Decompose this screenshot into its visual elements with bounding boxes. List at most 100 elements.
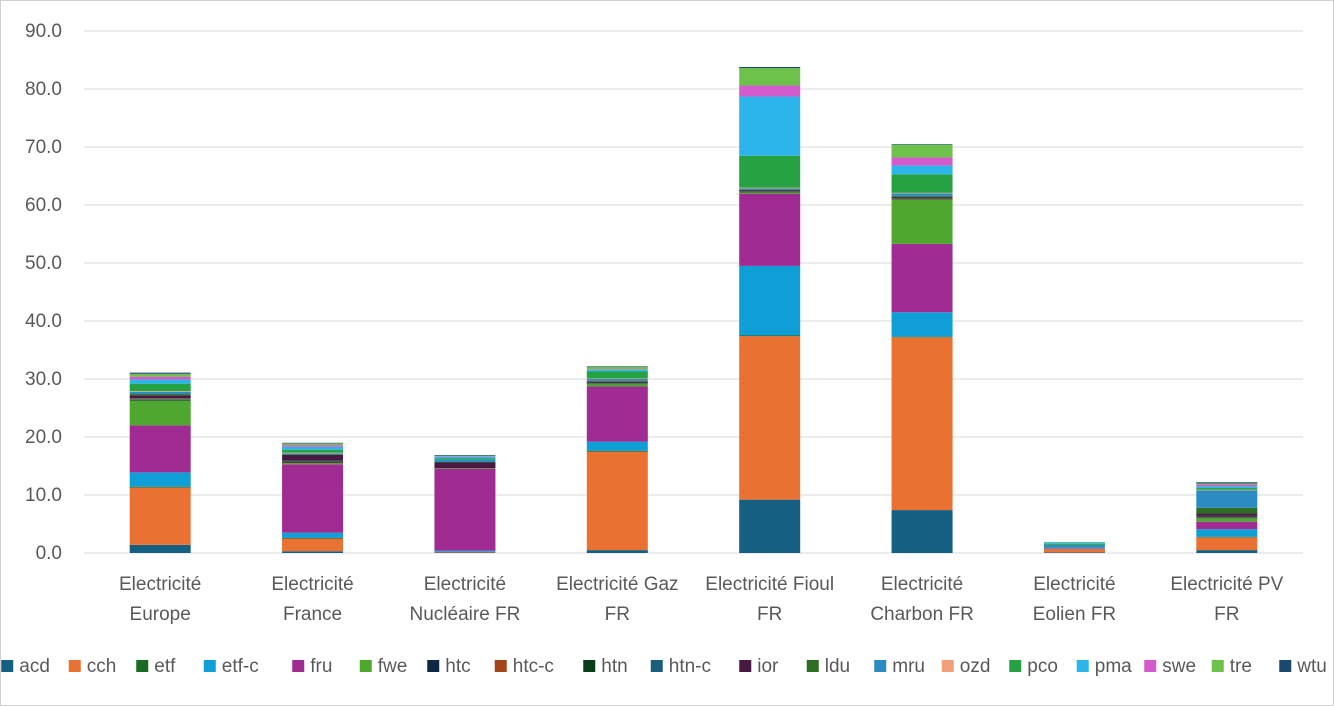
bar-segment-htc bbox=[891, 199, 953, 200]
bar-segment-pma bbox=[586, 369, 648, 372]
bar-segment-ozd bbox=[891, 192, 953, 194]
bar-segment-htc-c bbox=[739, 191, 801, 193]
bar-segment-pma bbox=[434, 456, 496, 459]
bar-segment-pma bbox=[1196, 486, 1258, 489]
bar-segment-tre bbox=[129, 373, 191, 377]
bar-segment-etf-c bbox=[282, 532, 344, 538]
legend-label-fru: fru bbox=[310, 656, 332, 677]
bar-segment-ozd bbox=[586, 378, 648, 379]
bar-segment-cch bbox=[739, 336, 801, 500]
legend-swatch-htc-c bbox=[494, 660, 507, 672]
x-category-label: Electricité bbox=[881, 574, 963, 595]
legend-swatch-ldu bbox=[806, 660, 819, 672]
bar-segment-htn bbox=[282, 461, 344, 462]
bar-segment-mru bbox=[1196, 490, 1258, 508]
bar-segment-pma bbox=[1043, 542, 1105, 544]
y-tick-label: 20.0 bbox=[25, 427, 62, 448]
y-tick-label: 80.0 bbox=[25, 79, 62, 100]
bar-segment-htn bbox=[739, 191, 801, 192]
bar-segment-mru bbox=[1043, 544, 1105, 548]
bar-segment-swe bbox=[282, 445, 344, 447]
bar-segment-acd bbox=[586, 550, 648, 553]
bar-segment-swe bbox=[586, 369, 648, 370]
bar-segment-wtu bbox=[739, 66, 801, 69]
bar-segment-etf bbox=[282, 537, 344, 539]
legend-label-etf-c: etf-c bbox=[222, 656, 259, 677]
bar-segment-fru bbox=[282, 464, 344, 533]
x-category-label: France bbox=[283, 604, 342, 625]
bar-segment-pco bbox=[739, 155, 801, 188]
bar-segment-fru bbox=[739, 193, 801, 266]
y-tick-label: 90.0 bbox=[25, 21, 62, 42]
x-category-label: Electricité bbox=[424, 574, 506, 595]
legend-label-cch: cch bbox=[87, 656, 117, 677]
x-category-label: Electricité Fioul bbox=[705, 574, 834, 595]
bar-segment-pco bbox=[282, 449, 344, 453]
legend-label-acd: acd bbox=[19, 656, 50, 677]
bar-segment-fwe bbox=[1196, 518, 1258, 522]
bar-segment-ldu bbox=[739, 189, 801, 190]
bar-segment-htn bbox=[891, 198, 953, 199]
bar-segment-mru bbox=[739, 188, 801, 190]
bar-segment-tre bbox=[739, 68, 801, 86]
legend-swatch-cch bbox=[68, 660, 81, 672]
bar-segment-ldu bbox=[1196, 507, 1258, 514]
bar-segment-htc-c bbox=[282, 461, 344, 463]
bar-segment-fwe bbox=[129, 400, 191, 426]
bar-segment-wtu bbox=[129, 372, 191, 374]
x-category-label: Charbon FR bbox=[870, 604, 974, 625]
bar-segment-etf-c bbox=[129, 472, 191, 487]
bar-segment-pma bbox=[739, 96, 801, 156]
bar-segment-fru bbox=[586, 386, 648, 442]
bar-segment-wtu bbox=[586, 366, 648, 367]
bar-segment-tre bbox=[891, 144, 953, 158]
x-category-label: FR bbox=[605, 604, 630, 625]
x-category-label: FR bbox=[757, 604, 782, 625]
bar-segment-mru bbox=[129, 391, 191, 395]
legend-swatch-htn-c bbox=[650, 660, 663, 672]
bar-segment-htn-c bbox=[1196, 515, 1258, 517]
bar-segment-pco bbox=[129, 383, 191, 392]
bar-segment-mru bbox=[891, 193, 953, 196]
bar-segment-fwe bbox=[282, 463, 344, 465]
legend-swatch-pma bbox=[1076, 660, 1089, 672]
legend-swatch-ior bbox=[739, 660, 752, 672]
bar-segment-swe bbox=[1196, 484, 1258, 487]
legend-swatch-tre bbox=[1211, 660, 1224, 672]
legend-label-pma: pma bbox=[1095, 656, 1132, 677]
bar-segment-etf-c bbox=[1196, 529, 1258, 537]
bar-segment-cch bbox=[282, 538, 344, 552]
bar-segment-htc bbox=[586, 383, 648, 385]
bar-segment-mru bbox=[282, 453, 344, 455]
bar-segment-pco bbox=[1043, 543, 1105, 545]
bar-segment-ozd bbox=[739, 187, 801, 189]
bar-segment-wtu bbox=[434, 454, 496, 456]
bar-segment-ozd bbox=[1196, 489, 1258, 491]
bar-segment-etf-c bbox=[586, 441, 648, 451]
x-category-label: Nucléaire FR bbox=[410, 604, 521, 625]
legend-swatch-mru bbox=[874, 660, 887, 672]
bar-segment-fru bbox=[129, 425, 191, 473]
bar-segment-tre bbox=[434, 455, 496, 457]
legend-label-ldu: ldu bbox=[825, 656, 850, 677]
bar-segment-cch bbox=[586, 451, 648, 551]
legend-label-htc: htc bbox=[445, 656, 470, 677]
bar-segment-htn-c bbox=[129, 398, 191, 399]
bar-segment-ldu bbox=[891, 195, 953, 197]
bar-segment-etf-c bbox=[891, 312, 953, 337]
legend-label-etf: etf bbox=[154, 656, 176, 677]
legend-label-pco: pco bbox=[1027, 656, 1058, 677]
bar-segment-etf bbox=[1196, 536, 1258, 538]
y-tick-label: 70.0 bbox=[25, 137, 62, 158]
bar-segment-pma bbox=[891, 165, 953, 175]
bar-segment-htn bbox=[586, 382, 648, 384]
bar-segment-ior bbox=[586, 381, 648, 382]
y-tick-label: 60.0 bbox=[25, 195, 62, 216]
bar-segment-htc-c bbox=[1196, 517, 1258, 518]
bar-segment-mru bbox=[586, 379, 648, 381]
bar-segment-htc bbox=[282, 462, 344, 464]
bar-segment-acd bbox=[739, 499, 801, 553]
bar-segment-pco bbox=[434, 458, 496, 460]
bar-segment-htc bbox=[129, 399, 191, 401]
